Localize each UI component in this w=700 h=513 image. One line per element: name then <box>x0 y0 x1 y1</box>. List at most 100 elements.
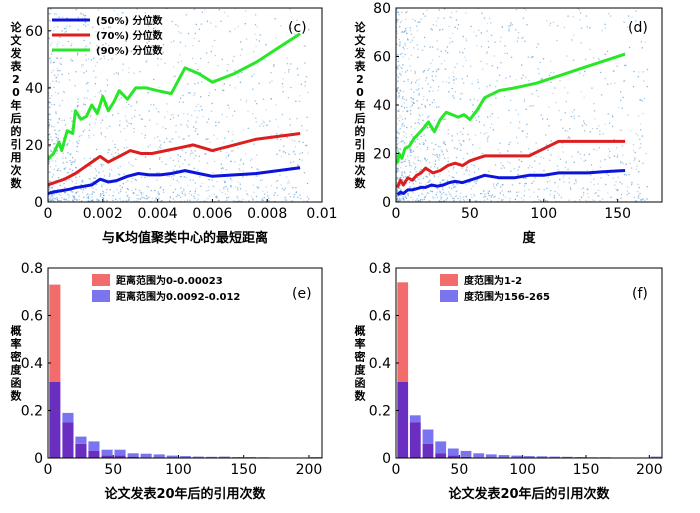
scatter-point <box>242 170 244 172</box>
scatter-point <box>188 164 190 166</box>
scatter-point <box>409 164 411 166</box>
scatter-point <box>90 115 92 117</box>
scatter-point <box>76 106 78 108</box>
x-tick-label: 0.002 <box>83 206 123 222</box>
scatter-point <box>403 98 405 100</box>
scatter-point <box>583 120 585 122</box>
scatter-point <box>59 184 61 187</box>
scatter-point <box>497 182 499 185</box>
scatter-point <box>95 175 98 177</box>
scatter-point <box>417 56 419 58</box>
scatter-point <box>426 127 429 129</box>
scatter-point <box>133 128 135 130</box>
scatter-point <box>481 12 483 14</box>
scatter-point <box>396 163 398 165</box>
scatter-point <box>450 195 452 197</box>
scatter-point <box>118 192 120 194</box>
scatter-point <box>436 153 438 156</box>
scatter-point <box>438 159 440 161</box>
scatter-point <box>198 28 200 30</box>
scatter-point <box>402 31 404 33</box>
scatter-point <box>53 61 55 64</box>
scatter-point <box>146 42 148 44</box>
scatter-point <box>620 129 623 131</box>
scatter-point <box>55 165 57 167</box>
y-axis-label: 论文发表20年后的引用次数 <box>10 20 23 190</box>
scatter-point <box>293 161 295 163</box>
scatter-point <box>133 72 135 74</box>
scatter-point <box>292 200 294 202</box>
scatter-point <box>231 179 233 181</box>
scatter-point <box>410 33 412 35</box>
scatter-point <box>207 138 209 140</box>
scatter-point <box>642 112 644 115</box>
scatter-point <box>259 34 261 36</box>
scatter-point <box>397 76 400 78</box>
scatter-point <box>466 75 468 77</box>
scatter-point <box>396 181 398 183</box>
scatter-point <box>480 60 482 62</box>
scatter-point <box>577 151 579 153</box>
scatter-point <box>65 157 67 159</box>
scatter-point <box>231 150 233 152</box>
scatter-point <box>573 117 575 120</box>
scatter-point <box>189 179 191 181</box>
scatter-point <box>417 107 420 109</box>
scatter-point <box>529 152 531 154</box>
scatter-point <box>423 143 425 145</box>
scatter-point <box>195 128 197 130</box>
scatter-point <box>298 158 301 161</box>
scatter-point <box>397 18 400 21</box>
scatter-point <box>631 16 633 18</box>
scatter-point <box>54 129 56 131</box>
scatter-point <box>72 191 74 193</box>
scatter-point <box>442 141 444 144</box>
scatter-point <box>101 119 104 121</box>
x-tick-label: 50 <box>104 462 122 478</box>
bar-blue <box>140 453 152 458</box>
scatter-point <box>598 58 600 61</box>
scatter-point <box>53 168 55 170</box>
scatter-point <box>68 197 70 199</box>
scatter-point <box>58 118 60 120</box>
scatter-point <box>396 97 398 99</box>
scatter-point <box>642 198 644 200</box>
scatter-point <box>457 24 460 26</box>
scatter-point <box>183 138 185 140</box>
scatter-point <box>197 69 199 71</box>
scatter-point <box>477 79 479 81</box>
scatter-point <box>397 195 399 197</box>
scatter-point <box>106 199 108 201</box>
scatter-point <box>445 81 448 83</box>
scatter-point <box>404 42 406 45</box>
scatter-point <box>485 132 487 134</box>
scatter-point <box>67 152 69 154</box>
scatter-point <box>396 74 398 76</box>
scatter-point <box>434 160 437 162</box>
scatter-point <box>78 198 80 201</box>
scatter-point <box>117 74 120 76</box>
scatter-point <box>83 24 85 26</box>
scatter-point <box>261 123 263 125</box>
bar-blue <box>447 448 459 456</box>
scatter-point <box>258 82 260 85</box>
scatter-point <box>431 46 434 48</box>
scatter-point <box>154 137 156 139</box>
y-axis-label-char: 次 <box>355 163 366 177</box>
scatter-point <box>256 168 258 170</box>
scatter-point <box>125 40 127 42</box>
scatter-point <box>52 195 54 198</box>
scatter-point <box>473 193 475 195</box>
scatter-point <box>477 100 479 102</box>
y-axis-label-char: 0 <box>356 86 364 99</box>
scatter-point <box>549 22 552 24</box>
scatter-point <box>599 160 602 162</box>
scatter-point <box>100 163 102 165</box>
scatter-point <box>398 110 400 112</box>
scatter-point <box>571 39 573 41</box>
scatter-point <box>279 149 281 152</box>
y-axis-label-char: 率 <box>355 337 366 351</box>
histogram-bars <box>397 282 662 458</box>
bar-blue <box>218 456 230 458</box>
scatter-point <box>95 65 97 67</box>
